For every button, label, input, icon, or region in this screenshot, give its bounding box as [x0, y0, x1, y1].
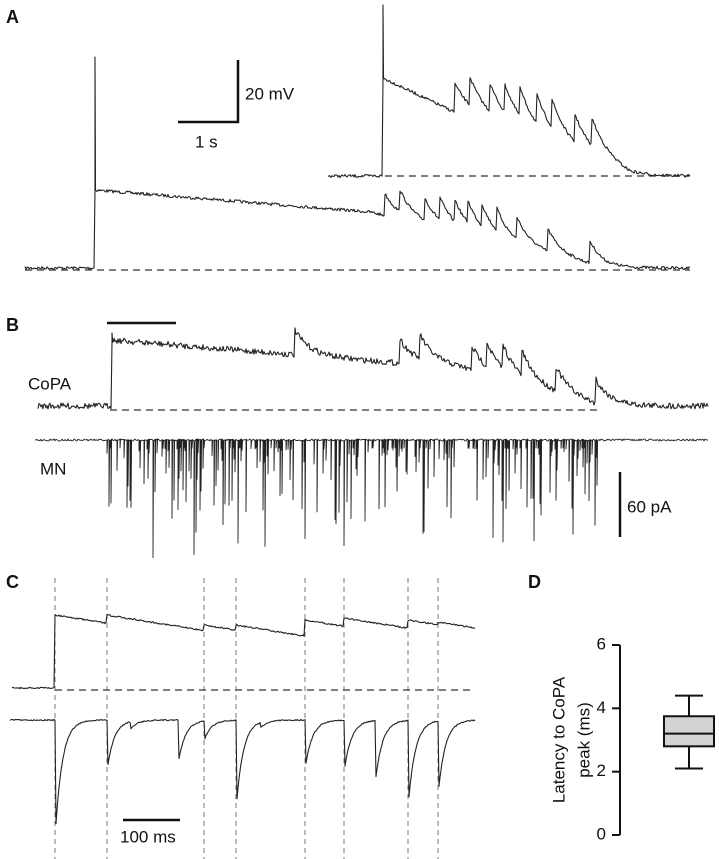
trace [35, 438, 709, 559]
scale-label: 60 pA [627, 497, 672, 516]
panel-label: C [6, 572, 19, 592]
trace [24, 56, 691, 271]
panel-label: D [528, 572, 541, 592]
panel-label: B [6, 315, 19, 335]
y-tick-label: 0 [597, 824, 606, 843]
scale-label: 20 mV [245, 84, 295, 103]
y-tick-label: 6 [597, 634, 606, 653]
y-tick-label: 2 [597, 761, 606, 780]
y-axis-label: Latency to CoPA [549, 676, 568, 803]
trace [11, 613, 476, 690]
trace-label: CoPA [28, 374, 72, 393]
event-lines [54, 578, 439, 859]
scale-bar [178, 60, 240, 124]
panel-label: A [6, 7, 19, 27]
trace [9, 718, 476, 825]
trace [327, 4, 691, 179]
y-axis-label: peak (ms) [574, 702, 593, 778]
scale-label: 100 ms [120, 827, 176, 846]
scale-label: 1 s [195, 132, 218, 151]
trace [37, 327, 709, 410]
box [663, 715, 715, 748]
trace-label: MN [40, 459, 66, 478]
y-tick-label: 4 [597, 698, 606, 717]
